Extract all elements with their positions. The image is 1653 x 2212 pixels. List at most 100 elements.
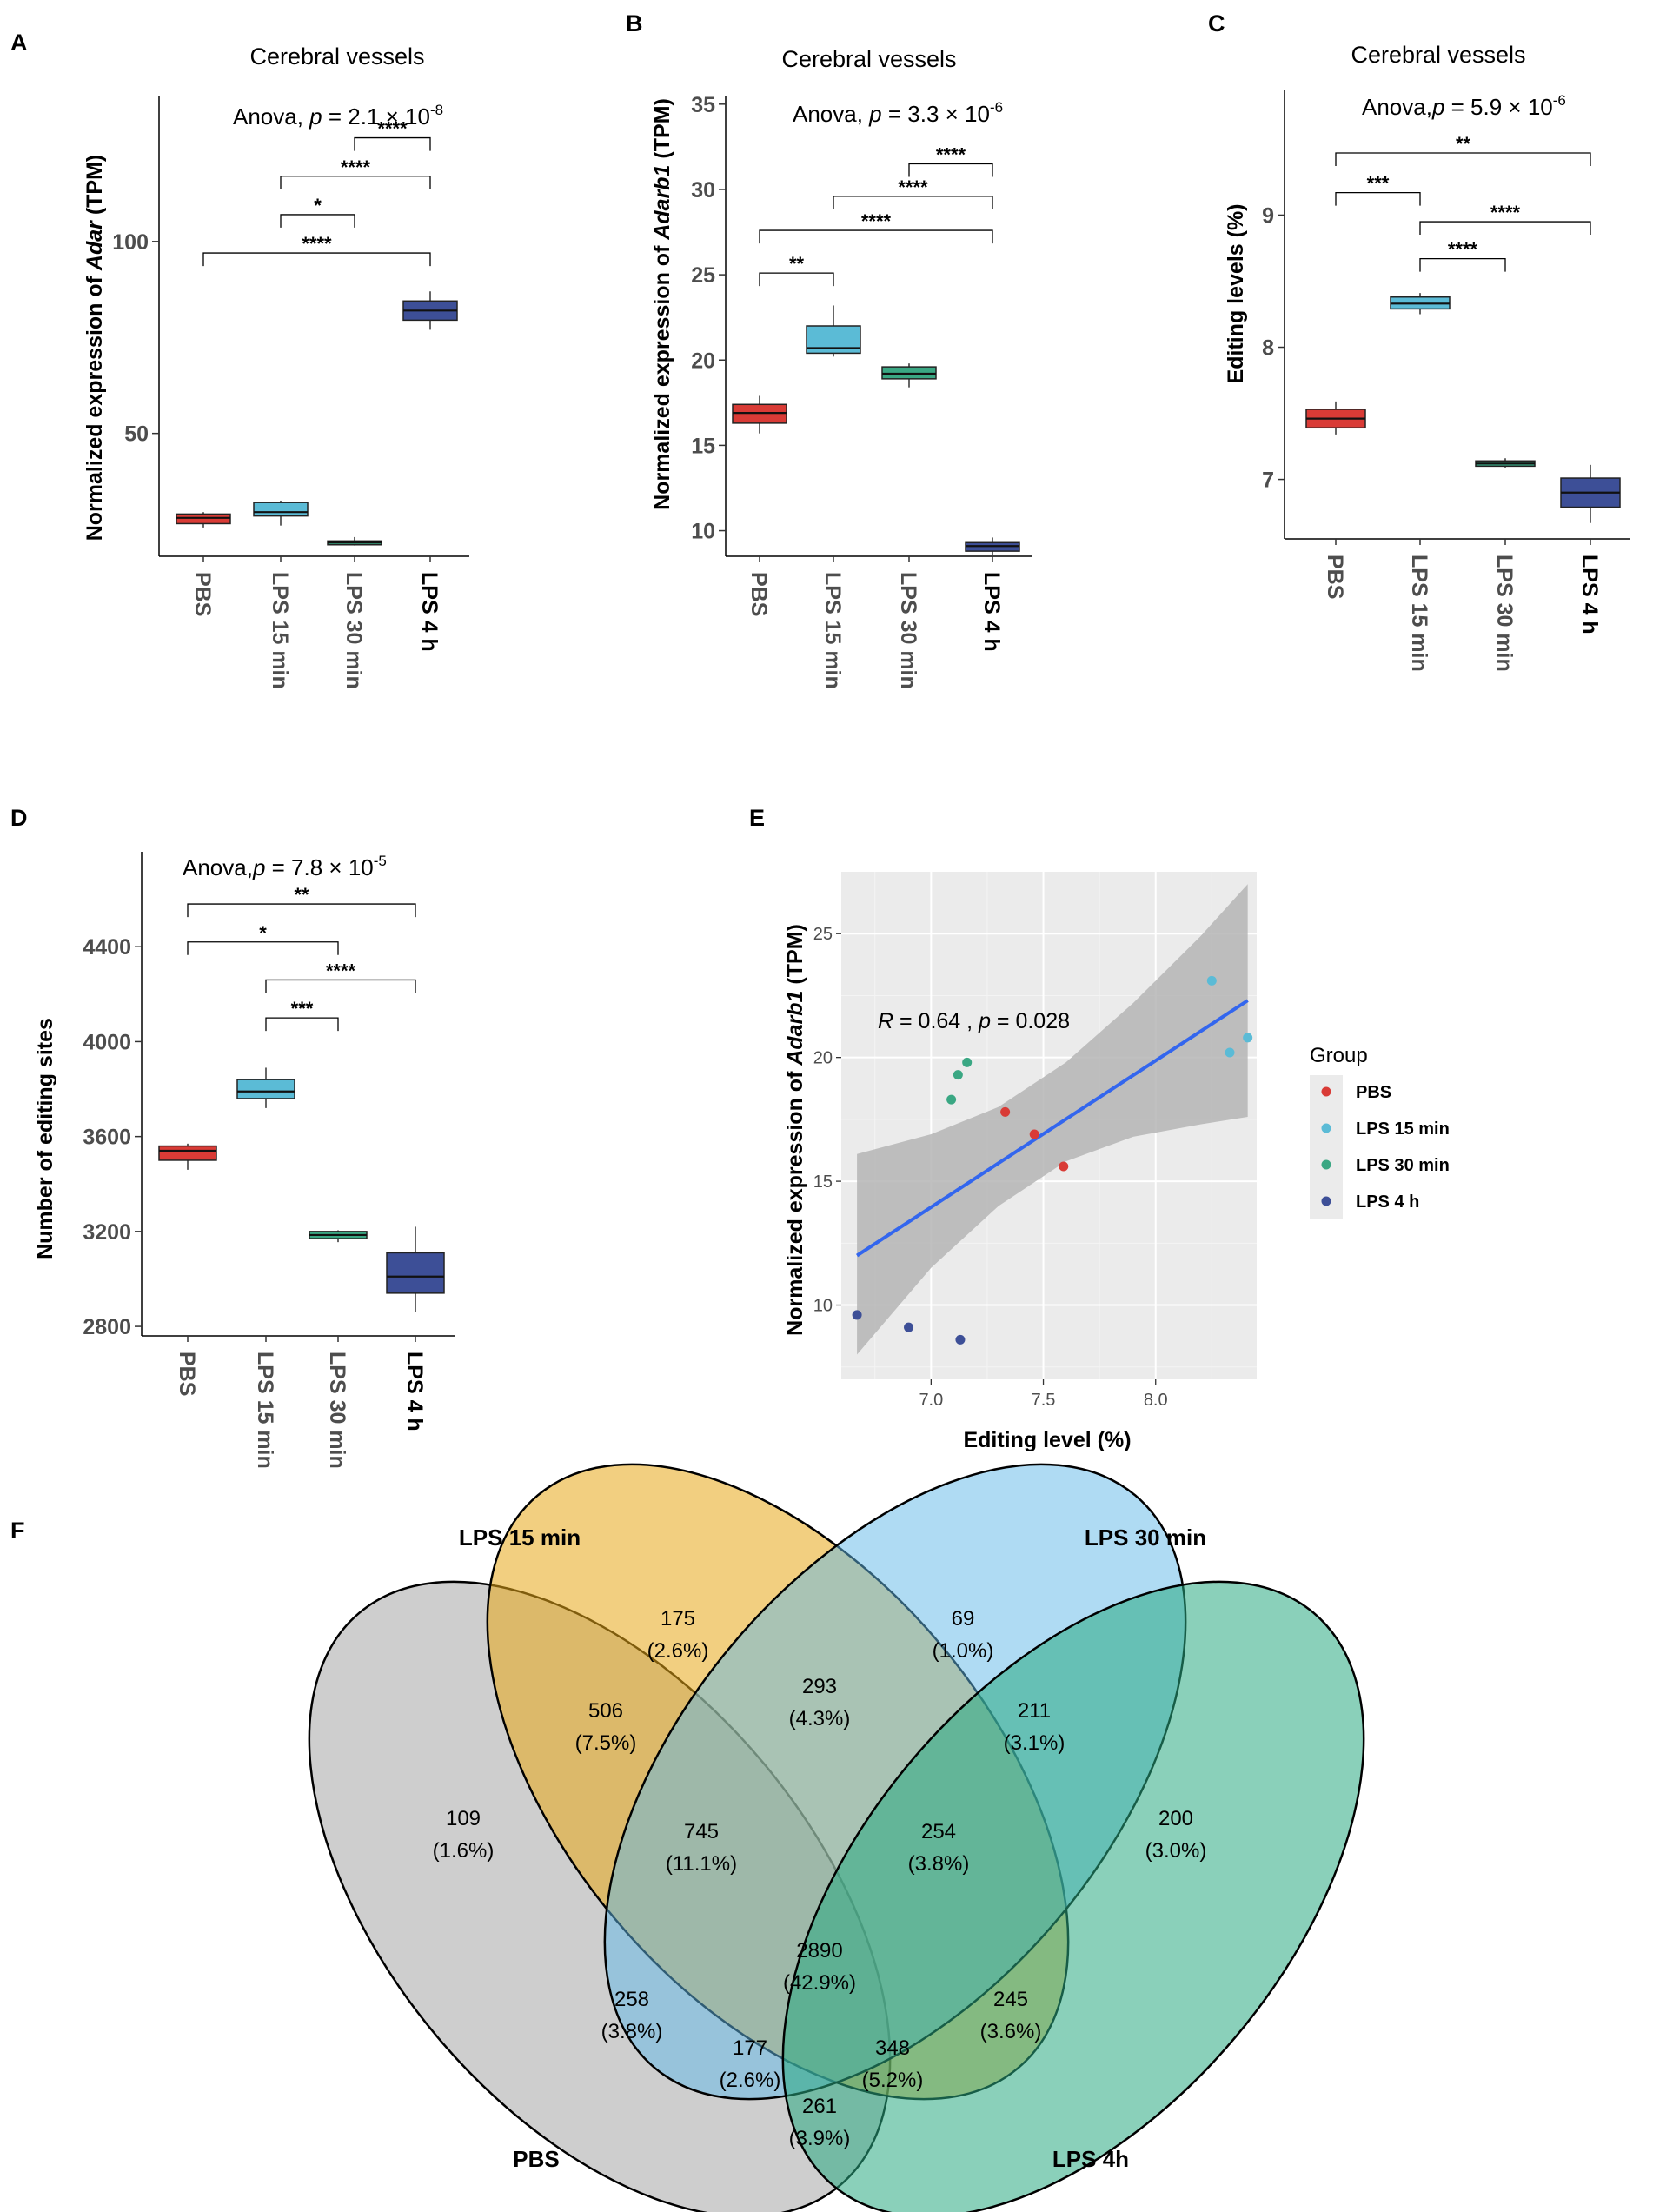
scatter-point-lps-30-min	[946, 1094, 957, 1105]
box-body	[236, 1079, 295, 1099]
y-tick-label-d: 2800	[83, 1315, 131, 1339]
legend-bg	[1310, 1075, 1343, 1219]
y-tick-label-c: 7	[1262, 468, 1274, 493]
legend-label: PBS	[1356, 1083, 1391, 1102]
bracket-line	[833, 196, 993, 209]
box-c-pbs	[1305, 401, 1366, 435]
venn-count: 2890	[796, 1939, 842, 1963]
venn-region-pbs-lps4h: 261 (3.9%)	[789, 2095, 851, 2150]
y-tick-label-e: 10	[813, 1297, 833, 1316]
anova-a-eq: = 2.1 × 10	[322, 103, 430, 130]
venn-set-lps4h	[781, 1580, 1365, 2212]
sig-bracket-d: **	[187, 884, 416, 918]
scatter-point-lps-15-min	[1243, 1033, 1253, 1043]
box-body	[158, 1145, 217, 1161]
legend-label: LPS 30 min	[1356, 1156, 1450, 1175]
plot-e: 7.0 7.5 8.0 10 15 20 25	[813, 872, 1257, 1410]
title-c: Cerebral vessels	[1351, 42, 1525, 68]
x-tick-label-d-pbs: PBS	[175, 1352, 199, 1396]
scatter-point-lps-30-min	[953, 1070, 963, 1080]
ylabel-a-gene: Adar	[83, 220, 107, 271]
bracket-line	[265, 1017, 339, 1032]
x-tick-label-b-lps-30-min: LPS 30 min	[896, 572, 920, 689]
ylabel-e-post: (TPM)	[783, 924, 807, 990]
bracket-label: *	[314, 195, 322, 216]
x-tick-label-c-lps-15-min: LPS 15 min	[1407, 555, 1431, 672]
panel-letter-b: B	[626, 10, 643, 37]
bracket-label: ****	[898, 176, 928, 198]
y-tick-label-e: 15	[813, 1172, 833, 1192]
sig-bracket-b: ****	[908, 144, 993, 177]
x-tick-label-e: 7.5	[1032, 1391, 1056, 1410]
ylabel-c: Editing levels (%)	[1224, 204, 1248, 384]
venn-region-lps15-lps4h: 245 (3.6%)	[980, 1988, 1042, 2043]
anova-d-p: p	[252, 854, 265, 880]
venn-region-all-four: 2890 (42.9%)	[783, 1939, 856, 1995]
box-c-lps-30-min	[1475, 458, 1536, 468]
x-tick-label-a-lps-30-min: LPS 30 min	[342, 572, 366, 689]
y-tick-label-b: 35	[691, 93, 715, 117]
ylabel-d-text: Number of editing sites	[33, 1018, 57, 1259]
confidence-band	[857, 884, 1248, 1355]
bracket-line	[759, 272, 834, 287]
bracket-label: **	[294, 884, 309, 906]
y-tick-label-c: 8	[1262, 336, 1274, 361]
venn-count: 293	[802, 1675, 837, 1698]
venn-percent: (1.6%)	[433, 1839, 495, 1863]
anova-a-p: p	[309, 103, 322, 130]
x-tick-label-d-lps-30-min: LPS 30 min	[325, 1352, 349, 1469]
venn-region-lps30-lps4h: 211 (3.1%)	[1004, 1699, 1065, 1755]
ylabel-e: Normalized expression of Adarb1 (TPM)	[783, 924, 807, 1336]
legend-e: Group PBS LPS 15 min LPS 30 min LPS 4 h	[1310, 1044, 1450, 1219]
bracket-line	[354, 136, 431, 151]
x-tick-label-c-pbs: PBS	[1323, 555, 1347, 599]
sig-bracket-d: ****	[265, 960, 416, 993]
bracket-line	[187, 941, 339, 955]
panel-letter-f: F	[10, 1518, 25, 1544]
panel-letter-c: C	[1208, 10, 1225, 37]
box-b-lps-30-min	[881, 363, 937, 388]
venn-percent: (3.9%)	[789, 2127, 851, 2150]
sig-bracket-c: **	[1335, 133, 1591, 166]
panel-a: A Cerebral vessels Anova, p = 2.1 × 10-8…	[10, 30, 469, 689]
x-tick-label-b-lps-15-min: LPS 15 min	[820, 572, 845, 689]
y-tick-label-b: 15	[691, 434, 715, 458]
anova-c-eq: = 5.9 × 10	[1444, 94, 1552, 120]
y-tick-label-b: 20	[691, 349, 715, 373]
cor-r: R	[878, 1009, 893, 1033]
sig-bracket-b: ****	[833, 176, 993, 209]
bracket-label: ****	[302, 233, 332, 255]
venn-percent: (7.5%)	[575, 1731, 637, 1755]
bracket-line	[759, 229, 993, 244]
x-tick-label-c-lps-30-min: LPS 30 min	[1492, 555, 1517, 672]
venn-region-pbs-lps30: 258 (3.8%)	[601, 1988, 663, 2043]
box-a-pbs	[176, 512, 231, 528]
ylabel-e-gene: Adarb1	[783, 991, 807, 1066]
panel-f: F LPS 15 min LPS 30 min PBS LPS 4h 175 (…	[10, 1463, 1365, 2212]
bracket-label: ****	[377, 118, 408, 140]
bracket-label: ****	[1490, 202, 1521, 223]
bracket-line	[1335, 191, 1421, 206]
venn-label-lps15: LPS 15 min	[459, 1524, 581, 1551]
bracket-line	[280, 214, 355, 228]
panel-d: D Anova,p = 7.8 × 10-5 Number of editing…	[10, 805, 455, 1469]
x-tick-label-a-pbs: PBS	[190, 572, 215, 616]
x-tick-label-e: 7.0	[919, 1391, 943, 1410]
venn-percent: (2.6%)	[720, 2069, 781, 2092]
bracket-label: ****	[861, 210, 892, 232]
venn-percent: (3.0%)	[1145, 1839, 1207, 1863]
anova-d-eq: = 7.8 × 10	[265, 854, 373, 880]
xlabel-e: Editing level (%)	[963, 1428, 1131, 1452]
box-b-lps-4-h	[965, 537, 1020, 555]
correlation-label: R = 0.64 , p = 0.028	[878, 1009, 1070, 1033]
venn-percent: (4.3%)	[789, 1707, 851, 1730]
sig-bracket-b: ****	[759, 210, 993, 244]
anova-a-exp: -8	[430, 102, 443, 118]
venn-region-lps15-lps30: 293 (4.3%)	[789, 1675, 851, 1730]
venn-label-pbs: PBS	[513, 2146, 559, 2172]
legend-item-pbs: PBS	[1321, 1083, 1391, 1102]
bracket-label: ****	[326, 960, 356, 981]
ylabel-a-pre: Normalized expression of	[83, 270, 107, 541]
legend-title: Group	[1310, 1044, 1368, 1067]
panel-letter-a: A	[10, 30, 28, 56]
